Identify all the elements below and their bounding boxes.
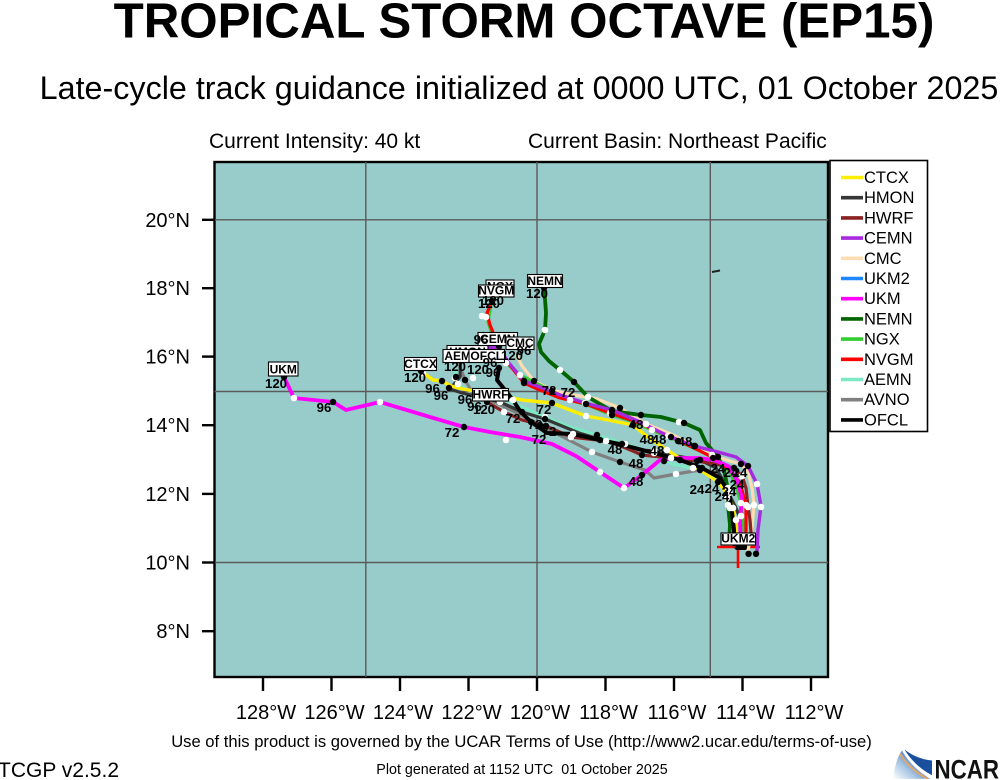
svg-text:24: 24 (690, 482, 705, 497)
svg-text:CTCX: CTCX (404, 357, 437, 371)
svg-text:NEMN: NEMN (864, 310, 913, 328)
svg-text:24: 24 (715, 489, 730, 504)
svg-text:96: 96 (425, 381, 440, 396)
svg-text:72: 72 (537, 402, 552, 417)
svg-text:NVGM: NVGM (864, 351, 914, 369)
svg-text:120: 120 (482, 293, 504, 308)
svg-text:72: 72 (542, 383, 557, 398)
svg-text:120: 120 (526, 286, 548, 301)
svg-text:96: 96 (474, 332, 489, 347)
svg-text:48: 48 (678, 434, 693, 449)
svg-text:8°N: 8°N (156, 621, 190, 643)
svg-text:124°W: 124°W (373, 702, 433, 724)
svg-text:Plot generated at 1152 UTC 01: Plot generated at 1152 UTC 01 October 20… (376, 762, 667, 778)
svg-text:96: 96 (458, 392, 473, 407)
svg-text:48: 48 (608, 442, 623, 457)
svg-text:NEMN: NEMN (527, 274, 562, 288)
svg-text:72: 72 (445, 425, 460, 440)
svg-text:120: 120 (404, 370, 426, 385)
svg-text:HWRF: HWRF (473, 387, 509, 401)
svg-text:18°N: 18°N (145, 278, 190, 300)
svg-text:126°W: 126°W (304, 702, 364, 724)
svg-text:Late-cycle track guidance init: Late-cycle track guidance initialized at… (40, 70, 999, 106)
svg-text:CTCX: CTCX (864, 169, 909, 187)
svg-text:118°W: 118°W (579, 702, 638, 724)
svg-text:48: 48 (629, 417, 644, 432)
svg-text:NCAR: NCAR (935, 756, 1000, 780)
svg-text:48: 48 (650, 443, 665, 458)
svg-text:112°W: 112°W (785, 702, 844, 724)
svg-text:10°N: 10°N (145, 553, 190, 575)
svg-text:72: 72 (542, 424, 557, 439)
svg-text:14°N: 14°N (145, 415, 190, 437)
svg-text:48: 48 (629, 456, 644, 471)
svg-text:CMC: CMC (506, 336, 534, 350)
svg-text:116°W: 116°W (648, 702, 707, 724)
svg-text:48: 48 (629, 474, 644, 489)
svg-text:OFCL: OFCL (470, 349, 503, 363)
svg-text:HWRF: HWRF (864, 209, 913, 227)
svg-text:72: 72 (506, 411, 521, 426)
svg-text:20°N: 20°N (145, 210, 190, 232)
svg-text:120: 120 (473, 402, 495, 417)
svg-text:Current Basin: Northeast Pacif: Current Basin: Northeast Pacific (528, 130, 827, 153)
svg-text:72: 72 (528, 417, 543, 432)
svg-text:AEMN: AEMN (864, 371, 912, 389)
svg-text:Use of this product is governe: Use of this product is governed by the U… (171, 732, 872, 751)
svg-text:UKM: UKM (270, 362, 297, 376)
svg-text:CMC: CMC (864, 250, 902, 268)
svg-text:24: 24 (705, 481, 720, 496)
svg-text:16°N: 16°N (145, 347, 190, 369)
svg-text:48: 48 (652, 432, 667, 447)
svg-text:122°W: 122°W (441, 702, 501, 724)
svg-text:AVNO: AVNO (864, 391, 910, 409)
svg-text:48: 48 (640, 432, 655, 447)
svg-text:24: 24 (730, 477, 745, 492)
svg-text:96: 96 (467, 399, 482, 414)
svg-text:96: 96 (483, 355, 498, 370)
svg-text:OFCL: OFCL (864, 411, 908, 429)
svg-text:HMON: HMON (864, 189, 914, 207)
svg-text:UKM: UKM (864, 290, 901, 308)
svg-text:96: 96 (486, 365, 501, 380)
svg-text:120: 120 (467, 362, 489, 377)
svg-text:96: 96 (317, 400, 332, 415)
svg-text:24: 24 (724, 465, 739, 480)
svg-text:24: 24 (711, 461, 726, 476)
svg-text:TROPICAL STORM OCTAVE (EP15): TROPICAL STORM OCTAVE (EP15) (114, 0, 935, 49)
svg-text:CEMN: CEMN (864, 230, 913, 248)
svg-text:120: 120 (501, 348, 523, 363)
svg-text:12°N: 12°N (145, 484, 190, 506)
svg-text:114°W: 114°W (716, 702, 775, 724)
svg-text:NGX: NGX (864, 331, 900, 349)
svg-text:120°W: 120°W (510, 702, 570, 724)
svg-text:NVGM: NVGM (478, 283, 514, 297)
svg-text:TCGP v2.5.2: TCGP v2.5.2 (0, 759, 119, 780)
svg-text:120: 120 (478, 296, 500, 311)
svg-text:120: 120 (265, 376, 287, 391)
svg-text:72: 72 (532, 432, 547, 447)
svg-text:72: 72 (561, 385, 576, 400)
svg-text:96: 96 (434, 388, 449, 403)
svg-text:Current Intensity: 40 kt: Current Intensity: 40 kt (209, 130, 420, 153)
svg-text:UKM2: UKM2 (864, 270, 910, 288)
svg-text:120: 120 (444, 359, 466, 374)
svg-text:24: 24 (722, 484, 737, 499)
svg-text:24: 24 (733, 465, 748, 480)
svg-text:96: 96 (517, 343, 532, 358)
svg-text:128°W: 128°W (236, 702, 296, 724)
svg-text:UKM2: UKM2 (721, 531, 755, 545)
